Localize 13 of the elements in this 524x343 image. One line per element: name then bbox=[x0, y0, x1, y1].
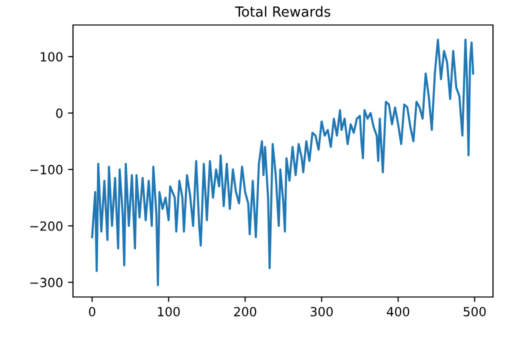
y-tick-label: −300 bbox=[30, 278, 62, 288]
x-tick-label: 200 bbox=[234, 306, 256, 316]
y-tick-label: 0 bbox=[56, 108, 62, 118]
y-tick-label: −200 bbox=[30, 221, 62, 231]
chart-title: Total Rewards bbox=[235, 6, 330, 17]
y-tick-label: 100 bbox=[40, 52, 62, 62]
x-tick-label: 400 bbox=[386, 306, 410, 316]
x-tick-label: 300 bbox=[310, 306, 333, 316]
x-tick-label: 100 bbox=[158, 306, 180, 316]
line-series bbox=[91, 38, 474, 286]
y-tick-label: −100 bbox=[30, 164, 62, 174]
x-tick-label: 500 bbox=[464, 306, 486, 316]
x-tick-label: 0 bbox=[88, 306, 96, 316]
